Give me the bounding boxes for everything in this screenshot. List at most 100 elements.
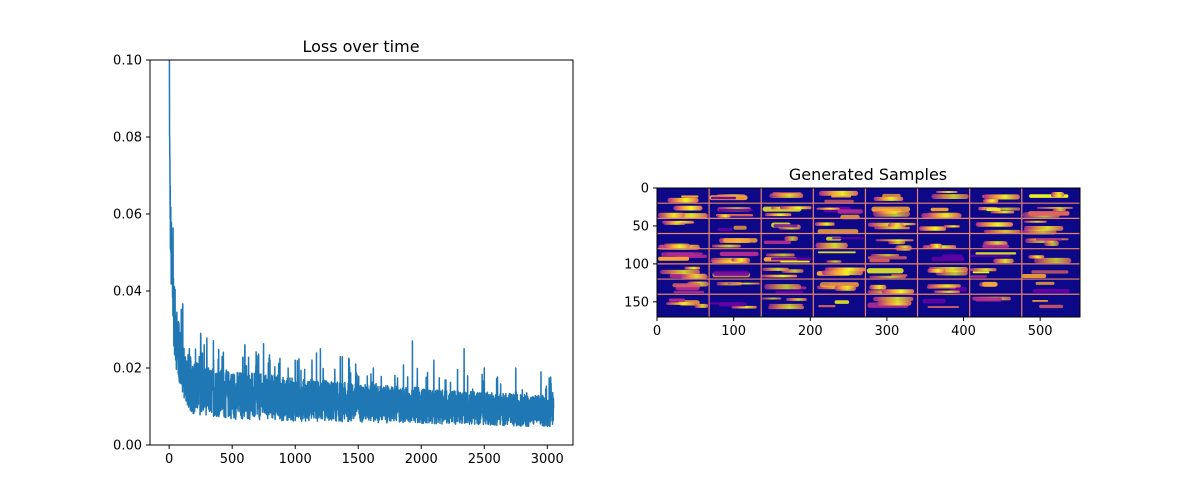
sample-blob	[773, 224, 798, 228]
sample-blob	[933, 290, 960, 293]
sample-blob	[819, 190, 859, 196]
sample-blob	[661, 252, 695, 257]
sample-blob	[869, 284, 887, 290]
loss-chart: Loss over time 0 500 1000 1500 2000 2500 3000 …	[113, 37, 574, 467]
sample-blob	[664, 222, 685, 225]
loss-x-tick-label: 1500	[342, 452, 375, 467]
sample-blob	[1050, 192, 1065, 198]
sample-blob	[766, 253, 795, 257]
sample-blob	[669, 298, 686, 302]
sample-blob	[877, 300, 912, 306]
loss-chart-title: Loss over time	[302, 37, 419, 56]
sample-blob	[727, 282, 760, 285]
sample-blob	[717, 214, 731, 218]
sample-blob	[694, 303, 709, 308]
sample-blob	[871, 254, 900, 257]
sample-blob	[935, 191, 958, 193]
sample-blob	[780, 206, 812, 210]
sample-blob	[882, 193, 901, 198]
loss-y-tick-label: 0.06	[113, 208, 142, 223]
sample-blob	[984, 229, 1021, 233]
sample-blob	[931, 256, 965, 262]
sample-blob	[826, 260, 842, 263]
sample-blob	[666, 302, 697, 305]
samples-x-tick-label: 500	[1028, 324, 1053, 339]
sample-blob	[824, 199, 854, 203]
sample-blob	[761, 274, 798, 278]
sample-blob	[929, 243, 943, 249]
sample-blob	[1024, 220, 1047, 223]
sample-blob	[895, 245, 912, 251]
loss-x-tick-label: 2500	[468, 452, 501, 467]
sample-blob	[868, 256, 907, 260]
sample-blob	[710, 196, 737, 200]
sample-blob	[769, 193, 804, 198]
sample-blob	[970, 254, 1011, 258]
samples-y-tick-label: 50	[632, 219, 649, 234]
samples-chart: Generated Samples 0 100 200 300 400 500 0 50 10…	[624, 165, 1081, 339]
sample-blob	[660, 269, 700, 275]
sample-blob	[821, 270, 863, 276]
sample-blob	[684, 266, 700, 270]
sample-blob	[869, 258, 890, 263]
samples-y-tick-label: 100	[624, 257, 649, 272]
sample-blob	[1031, 270, 1069, 274]
loss-y-tick-label: 0.02	[113, 362, 142, 377]
sample-blob	[713, 270, 750, 276]
sample-blob	[817, 251, 856, 254]
sample-blob	[881, 289, 915, 294]
sample-blob	[731, 305, 757, 309]
samples-x-tick-label: 0	[653, 324, 661, 339]
sample-blob	[1024, 226, 1064, 231]
sample-blob	[982, 281, 998, 287]
sample-blob	[873, 211, 910, 217]
loss-series-line	[168, 60, 555, 428]
loss-x-tick-label: 0	[165, 452, 173, 467]
sample-blob	[970, 275, 987, 278]
sample-blob	[657, 212, 685, 218]
sample-blob	[1028, 255, 1045, 259]
sample-blob	[768, 306, 805, 310]
sample-blob	[817, 229, 859, 234]
sample-blob	[762, 267, 789, 271]
loss-y-tick-label: 0.00	[113, 439, 142, 454]
sample-blob	[834, 300, 850, 304]
loss-y-tick-label: 0.10	[113, 54, 142, 69]
sample-blob	[983, 199, 999, 203]
sample-blob	[769, 303, 803, 306]
sample-blob	[784, 236, 799, 241]
sample-blob	[1035, 281, 1055, 285]
sample-blob	[711, 244, 741, 248]
sample-blob	[972, 271, 990, 274]
sample-blob	[970, 268, 997, 272]
samples-chart-title: Generated Samples	[789, 165, 947, 184]
samples-x-tick-label: 100	[721, 324, 746, 339]
sample-blob	[1032, 300, 1049, 302]
loss-x-tick-label: 2000	[405, 452, 438, 467]
loss-axes-frame	[149, 59, 574, 446]
sample-blob	[837, 209, 863, 214]
sample-blob	[680, 274, 708, 280]
samples-x-tick-label: 400	[951, 324, 976, 339]
loss-x-tick-label: 500	[220, 452, 245, 467]
sample-blob	[1039, 304, 1064, 309]
sample-blob	[927, 306, 960, 308]
samples-x-tick-label: 200	[798, 324, 823, 339]
sample-blob	[927, 284, 961, 288]
samples-x-tick-label: 300	[874, 324, 899, 339]
loss-plot-area	[168, 60, 555, 428]
sample-blob	[873, 196, 904, 201]
sample-blob	[1035, 238, 1062, 241]
sample-blob	[765, 213, 792, 217]
sample-blob	[673, 205, 703, 211]
sample-blob	[733, 225, 747, 230]
sample-blob	[658, 256, 690, 261]
sample-blob	[761, 297, 782, 300]
sample-blob	[717, 227, 732, 232]
loss-y-axis: 0.00 0.02 0.04 0.06 0.08 0.10	[113, 54, 150, 454]
sample-blob	[993, 258, 1014, 263]
sample-blob	[818, 305, 836, 308]
sample-blob	[942, 254, 963, 258]
sample-blob	[816, 207, 840, 210]
